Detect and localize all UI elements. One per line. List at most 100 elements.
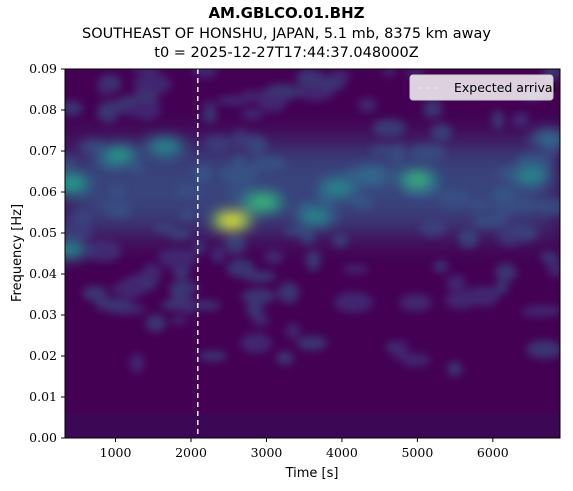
heatmap-texture-blob bbox=[491, 109, 504, 130]
y-tick-label: 0.08 bbox=[29, 102, 57, 117]
heatmap-texture-blob bbox=[241, 108, 264, 120]
heatmap-texture-blob bbox=[202, 101, 218, 112]
heatmap-texture-blob bbox=[82, 285, 108, 302]
heatmap-texture-blob bbox=[160, 299, 193, 311]
heatmap-low-band bbox=[65, 413, 560, 438]
heatmap-texture-blob bbox=[145, 314, 166, 333]
heatmap-texture-blob bbox=[447, 361, 463, 377]
x-axis: 1000 2000 3000 4000 5000 6000 bbox=[100, 438, 509, 460]
heatmap-texture-blob bbox=[432, 260, 449, 273]
heatmap-peak-core bbox=[328, 181, 349, 194]
heatmap-texture-blob bbox=[95, 297, 133, 312]
heatmap-texture-blob bbox=[305, 250, 322, 271]
y-axis-label: Frequency [Hz] bbox=[10, 204, 25, 302]
heatmap-texture-blob bbox=[526, 340, 560, 359]
chart-subtitle: SOUTHEAST OF HONSHU, JAPAN, 5.1 mb, 8375… bbox=[81, 26, 492, 42]
heatmap-texture-blob bbox=[423, 99, 443, 119]
y-axis: 0.00 0.01 0.02 0.03 0.04 0.05 0.06 0.07 0.08 0.09 bbox=[29, 61, 65, 445]
heatmap-texture-blob bbox=[241, 288, 276, 304]
y-tick-label: 0.06 bbox=[29, 184, 57, 199]
heatmap-texture-blob bbox=[401, 353, 431, 367]
heatmap-texture-blob bbox=[399, 293, 433, 312]
heatmap-texture-blob bbox=[141, 263, 162, 283]
heatmap-texture-blob bbox=[65, 100, 83, 116]
heatmap-texture-blob bbox=[328, 69, 351, 83]
heatmap-texture-blob bbox=[332, 233, 349, 248]
y-tick-label: 0.05 bbox=[29, 225, 57, 240]
heatmap-texture-blob bbox=[512, 112, 530, 128]
heatmap-texture-blob bbox=[193, 69, 218, 79]
heatmap-peak-core bbox=[221, 214, 242, 227]
heatmap-texture-blob bbox=[193, 242, 206, 254]
heatmap-texture-blob bbox=[372, 118, 407, 137]
heatmap-texture-blob bbox=[547, 259, 560, 278]
heatmap-texture-blob bbox=[129, 353, 145, 374]
spectrogram-heatmap bbox=[65, 69, 560, 438]
plot-frame bbox=[64, 68, 561, 439]
heatmap-texture-blob bbox=[430, 123, 453, 142]
legend-label: Expected arrival bbox=[454, 80, 556, 95]
heatmap-texture-blob bbox=[539, 251, 559, 264]
heatmap-texture-blob bbox=[198, 351, 228, 362]
heatmap-texture-blob bbox=[240, 333, 272, 354]
heatmap-texture-blob bbox=[446, 275, 467, 292]
heatmap-peak-core bbox=[109, 149, 130, 162]
x-tick-label: 6000 bbox=[477, 445, 509, 460]
x-tick-label: 3000 bbox=[251, 445, 283, 460]
heatmap-texture-blob bbox=[382, 69, 396, 77]
heatmap-texture-blob bbox=[319, 79, 345, 91]
heatmap-texture-blob bbox=[168, 280, 199, 295]
heatmap-texture-blob bbox=[277, 282, 300, 304]
heatmap-texture-blob bbox=[276, 351, 294, 366]
heatmap-texture-blob bbox=[391, 340, 409, 360]
x-tick-label: 2000 bbox=[175, 445, 207, 460]
chart-title: AM.GBLCO.01.BHZ bbox=[208, 4, 365, 22]
heatmap-texture-blob bbox=[494, 263, 517, 282]
heatmap-peak-core bbox=[154, 140, 175, 153]
y-tick-label: 0.03 bbox=[29, 307, 57, 322]
heatmap-texture-blob bbox=[226, 258, 255, 278]
x-axis-label: Time [s] bbox=[285, 466, 339, 481]
heatmap-peak-core bbox=[65, 243, 79, 256]
heatmap-texture-blob bbox=[117, 277, 146, 299]
heatmap-texture-blob bbox=[201, 110, 218, 123]
heatmap-texture-blob bbox=[333, 292, 374, 313]
heatmap-peak-core bbox=[539, 132, 560, 145]
heatmap-texture-blob bbox=[246, 298, 264, 318]
heatmap-texture-blob bbox=[495, 280, 509, 294]
heatmap-texture-blob bbox=[86, 240, 122, 263]
heatmap-texture-blob bbox=[170, 316, 188, 325]
y-tick-label: 0.00 bbox=[29, 430, 57, 445]
heatmap-texture-blob bbox=[217, 95, 249, 106]
heatmap-peak-core bbox=[252, 196, 273, 209]
heatmap-peak-core bbox=[520, 169, 541, 182]
heatmap-texture-blob bbox=[296, 336, 328, 351]
heatmap-texture-blob bbox=[444, 291, 479, 309]
x-tick-label: 5000 bbox=[401, 445, 433, 460]
heatmap-texture-blob bbox=[158, 250, 174, 263]
heatmap-texture-blob bbox=[296, 69, 324, 87]
y-tick-label: 0.04 bbox=[29, 266, 57, 281]
heatmap-texture-blob bbox=[126, 100, 162, 119]
y-tick-label: 0.02 bbox=[29, 348, 57, 363]
x-tick-label: 1000 bbox=[100, 445, 132, 460]
heatmap-texture-blob bbox=[131, 69, 162, 74]
heatmap-texture-blob bbox=[133, 73, 172, 95]
heatmap-peak-core bbox=[362, 169, 383, 182]
heatmap-texture-blob bbox=[264, 250, 284, 265]
y-tick-label: 0.01 bbox=[29, 389, 57, 404]
heatmap-texture-blob bbox=[224, 234, 247, 255]
heatmap-peak-core bbox=[407, 173, 428, 186]
heatmap-texture-blob bbox=[524, 305, 560, 317]
chart-subtitle-time: t0 = 2025-12-27T17:44:37.048000Z bbox=[154, 45, 419, 61]
heatmap-texture-blob bbox=[211, 246, 226, 264]
legend: Expected arrival bbox=[409, 74, 556, 101]
heatmap-peak-core bbox=[65, 177, 81, 190]
y-tick-label: 0.07 bbox=[29, 143, 57, 158]
heatmap-texture-blob bbox=[300, 232, 316, 245]
heatmap-texture-blob bbox=[458, 229, 479, 249]
heatmap-texture-blob bbox=[97, 83, 115, 96]
heatmap-peak-core bbox=[305, 210, 326, 223]
